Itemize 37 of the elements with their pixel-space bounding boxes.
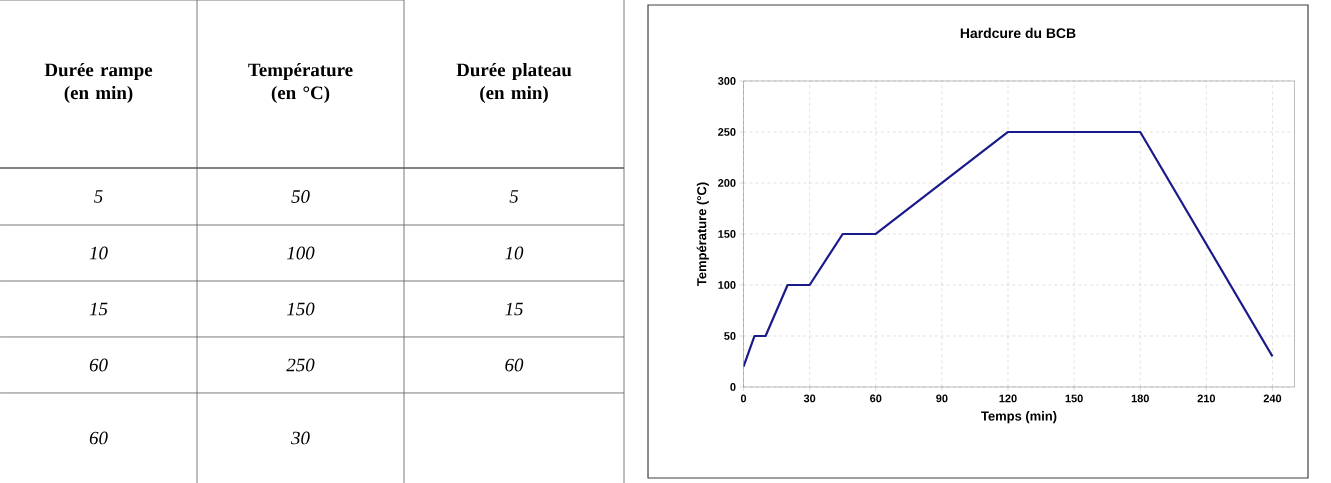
y-tick-label: 0 [730,383,736,391]
text: 5 [509,190,519,203]
x-tick-label: 30 [803,394,816,403]
text: 60 [505,358,524,372]
y-axis-title: Température (°C) [696,182,709,286]
x-axis-title: Temps (min) [981,411,1057,424]
text: 10 [505,246,524,260]
y-tick-label: 50 [724,332,736,340]
text: 15 [505,302,523,316]
text: 5 [94,190,103,203]
x-tick-label: 240 [1263,394,1282,403]
text: 30 [291,431,310,445]
text: 15 [89,302,108,316]
text: 150 [286,302,315,316]
x-tick-label: 180 [1131,394,1149,403]
text: 10 [89,246,108,260]
text: 50 [291,190,310,203]
x-tick-label: 210 [1197,394,1216,403]
category-label: Durée plateau (en min) [456,62,572,104]
text: 60 [89,358,108,372]
y-tick-label: 250 [718,128,736,136]
x-tick-label: 0 [740,394,747,403]
y-tick-label: 300 [717,77,736,85]
x-tick-label: 60 [870,394,882,403]
line-series [743,130,1274,368]
category-label: Température (en °C) [248,62,353,104]
x-tick-label: 150 [1065,394,1083,403]
y-tick-label: 100 [718,281,736,289]
y-tick-label: 150 [718,230,736,238]
text: 60 [89,431,108,445]
text: 250 [286,358,315,372]
y-tick-label: 200 [718,179,736,187]
x-tick-label: 90 [936,394,948,403]
chart-title: Hardcure du BCB [960,27,1076,39]
category-label: Durée rampe (en min) [44,62,153,104]
x-tick-label: 120 [999,394,1017,403]
text: 100 [286,246,315,260]
